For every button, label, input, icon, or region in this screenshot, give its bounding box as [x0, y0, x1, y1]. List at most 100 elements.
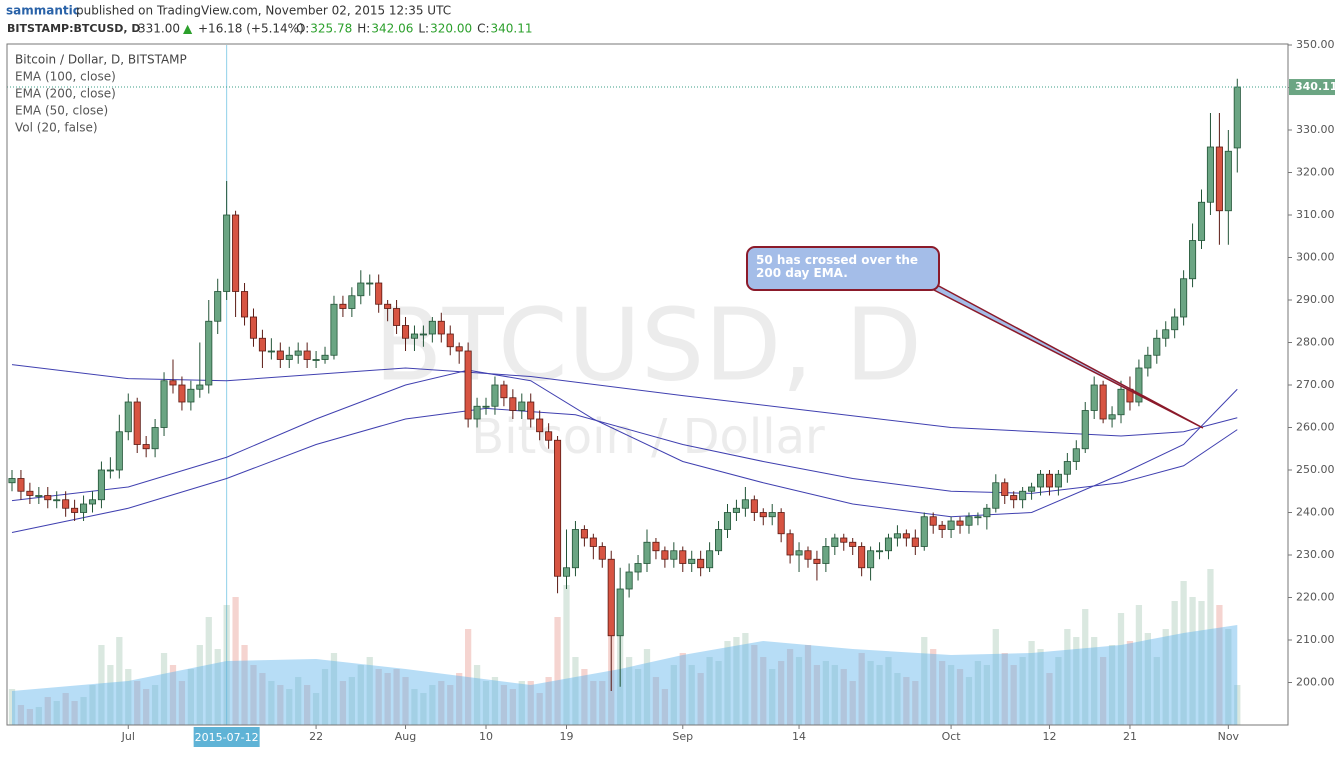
legend-item: EMA (100, close) [15, 70, 116, 84]
volume-bar [26, 709, 34, 725]
x-tick-label: Nov [1218, 730, 1240, 743]
volume-bar [1234, 685, 1241, 725]
volume-bar [420, 693, 427, 725]
volume-bar [992, 629, 999, 725]
volume-bar [321, 669, 329, 725]
x-tick-label: 14 [792, 730, 806, 743]
candle-body [1215, 146, 1223, 212]
candle-body [947, 520, 955, 530]
candle-body [1010, 495, 1018, 501]
candle-body [1197, 201, 1206, 241]
volume-bar [965, 677, 973, 725]
candle-body [1099, 384, 1107, 420]
candle-body [384, 303, 392, 309]
volume-bar [8, 689, 16, 725]
volume-bar [554, 617, 561, 725]
candle-body [500, 384, 508, 399]
y-tick-label: 350.00 [1296, 38, 1335, 51]
volume-bar [304, 685, 311, 725]
y-tick-label: 260.00 [1296, 421, 1335, 434]
volume-bar [160, 653, 168, 725]
volume-bar [1099, 657, 1107, 725]
candle-body [1189, 240, 1197, 280]
candle-body [554, 439, 562, 577]
volume-bar [295, 677, 302, 725]
volume-bar [268, 681, 275, 725]
candle-body [348, 295, 356, 309]
volume-bar [733, 637, 740, 725]
x-tick-label: 21 [1123, 730, 1137, 743]
candle-body [536, 418, 544, 433]
volume-bar [375, 669, 382, 725]
volume-bar [885, 657, 892, 725]
ohlc-value: 325.78 [310, 22, 352, 36]
candle-body [401, 325, 410, 339]
candle-body [1063, 461, 1071, 475]
candle-body [804, 550, 812, 560]
candle-body [643, 541, 651, 564]
x-tick-label: Jul [121, 730, 135, 743]
volume-ma-area [12, 625, 1238, 725]
candle-body [1224, 150, 1232, 212]
candle-body [777, 512, 785, 535]
candle-body [214, 291, 222, 322]
volume-bar [983, 665, 990, 725]
x-tick-label: 10 [479, 730, 493, 743]
x-tick-label: Oct [942, 730, 962, 743]
candle-body [142, 444, 150, 450]
candle-body [249, 316, 258, 339]
volume-bar [563, 585, 570, 725]
volume-bar [134, 681, 141, 725]
candle-body [419, 333, 427, 336]
candle-body [1206, 146, 1214, 203]
volume-bar [572, 657, 579, 725]
candle-body [1171, 316, 1179, 331]
volume-bar [53, 701, 60, 725]
y-tick-label: 240.00 [1296, 506, 1335, 519]
candle-body [124, 401, 132, 433]
candle-body [357, 282, 365, 297]
candle-body [1054, 473, 1062, 488]
y-tick-label: 270.00 [1296, 378, 1335, 391]
candle-body [589, 537, 597, 547]
volume-bar [1019, 657, 1026, 725]
author[interactable]: sammantic [6, 4, 80, 18]
volume-bar [348, 677, 355, 725]
candle-body [732, 507, 740, 513]
candle-body [1233, 86, 1241, 149]
candle-body [464, 350, 472, 420]
callout-box [746, 246, 940, 291]
candle-body [741, 499, 749, 509]
candle-body [428, 320, 436, 335]
legend-item: Vol (20, false) [15, 121, 98, 135]
volume-bar [670, 665, 677, 725]
volume-bar [259, 673, 266, 725]
volume-bar [715, 661, 722, 725]
candle-body [1090, 384, 1098, 411]
candle-body [867, 550, 875, 569]
candle-body [1045, 473, 1053, 488]
candle-body [822, 546, 830, 564]
candle-body [616, 588, 624, 637]
candle-body [697, 558, 705, 569]
candle-body [527, 401, 535, 420]
volume-bar [339, 681, 347, 725]
volume-bar [384, 673, 391, 725]
volume-bar [456, 673, 463, 725]
candle-body [670, 550, 678, 560]
candle-body [151, 427, 159, 450]
volume-bar [903, 677, 910, 725]
volume-bar [778, 661, 785, 725]
volume-bar [491, 677, 499, 725]
volume-bar [1037, 649, 1044, 725]
candle-body [410, 333, 418, 339]
candle-body [303, 350, 311, 360]
candle-body [53, 499, 61, 502]
candle-body [509, 397, 517, 411]
volume-bar [813, 665, 821, 725]
y-tick-label: 280.00 [1296, 336, 1335, 349]
candle-body [44, 495, 52, 501]
volume-bar [473, 665, 481, 725]
candle-body [1028, 486, 1036, 492]
